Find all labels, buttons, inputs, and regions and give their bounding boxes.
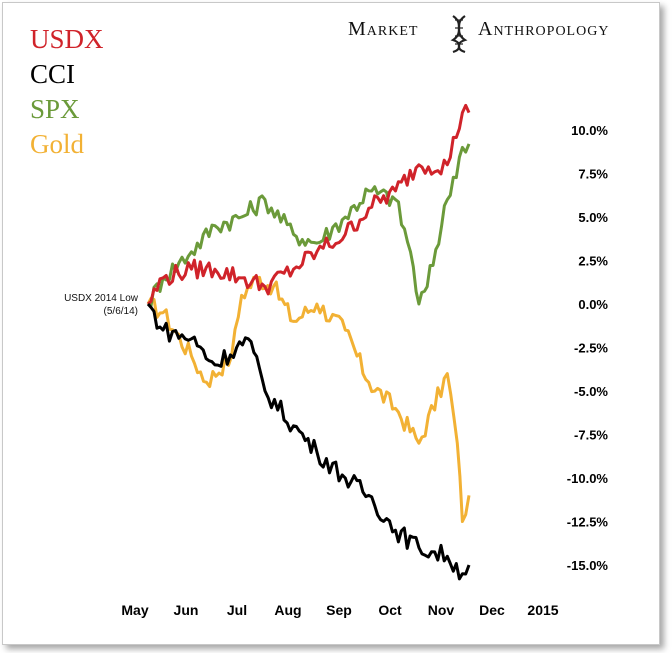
annotation-line-1: USDX 2014 Low (64, 293, 138, 304)
y-tick-label: -5.0% (574, 384, 608, 399)
y-tick-label: -12.5% (567, 515, 609, 530)
legend-spx: SPX (30, 94, 80, 124)
legend-gold: Gold (30, 129, 84, 159)
x-tick-label: May (121, 602, 148, 618)
series-line-gold (146, 275, 471, 523)
x-tick-label: Jun (174, 602, 199, 618)
legend-usdx: USDX (30, 24, 104, 54)
y-tick-label: 0.0% (578, 297, 608, 312)
legend: USDX CCI SPX Gold (30, 22, 104, 162)
x-tick-label: Oct (378, 602, 402, 618)
series-line-cci (146, 303, 471, 581)
y-tick-label: 5.0% (578, 210, 608, 225)
x-tick-label: Aug (274, 602, 301, 618)
x-tick-label: Sep (326, 602, 352, 618)
brand-word-market: Market (348, 18, 419, 40)
x-tick-label: Dec (479, 602, 505, 618)
y-tick-label: -7.5% (574, 428, 608, 443)
dna-helix-icon (450, 15, 468, 54)
series-line-usdx (147, 103, 471, 306)
y-tick-label: -15.0% (567, 558, 609, 573)
y-tick-label: -2.5% (574, 341, 608, 356)
brand-word-anthropology: Anthropology (478, 18, 610, 40)
legend-cci: CCI (30, 59, 76, 89)
x-tick-label: 2015 (527, 602, 558, 618)
y-tick-label: -10.0% (567, 471, 609, 486)
x-tick-label: Nov (428, 602, 455, 618)
annotation-line-2: (5/6/14) (103, 306, 138, 317)
usdx-low-annotation: USDX 2014 Low (5/6/14) (40, 292, 138, 318)
y-tick-label: 10.0% (571, 123, 608, 138)
brand-logo: Market Anthropology (348, 14, 660, 54)
y-tick-label: 7.5% (578, 167, 608, 182)
chart-frame (2, 2, 660, 645)
y-tick-label: 2.5% (578, 254, 608, 269)
x-tick-label: Jul (227, 602, 247, 618)
series-line-spx (147, 143, 471, 308)
